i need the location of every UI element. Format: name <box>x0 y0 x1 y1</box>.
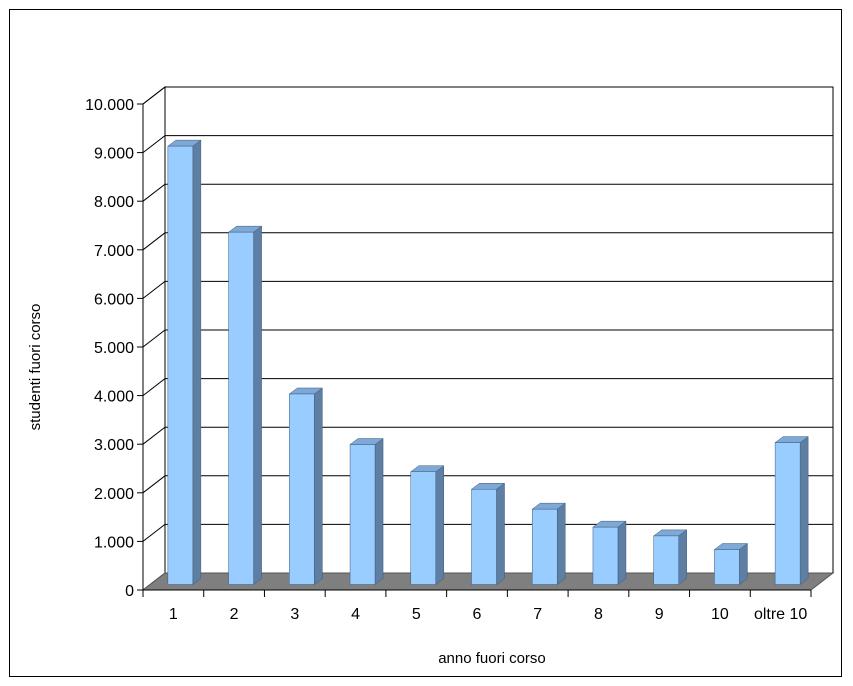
bar-side <box>739 543 748 585</box>
bar <box>531 502 566 585</box>
bar-front <box>349 444 376 585</box>
bar-front <box>228 231 254 585</box>
bar-side <box>435 465 445 585</box>
bar <box>410 465 445 585</box>
x-tick-label: 7 <box>533 606 542 623</box>
bar-front <box>410 471 437 585</box>
gridline <box>142 183 833 202</box>
bar-side <box>678 529 687 585</box>
bar-side <box>799 436 809 585</box>
x-tick-label: 9 <box>655 606 664 623</box>
y-tick-label: 3.000 <box>94 437 134 454</box>
bar <box>713 543 749 585</box>
gridline <box>142 378 833 396</box>
bar-side <box>374 438 384 585</box>
gridline <box>142 280 833 299</box>
bar <box>470 482 506 585</box>
gridline <box>142 475 833 494</box>
x-tick-label: 8 <box>594 606 603 623</box>
y-tick-label: 10.000 <box>85 97 134 114</box>
y-axis: 0 1.000 2.000 3.000 4.000 5.000 6.000 7.000 8.00… <box>85 97 144 600</box>
bar <box>652 529 688 585</box>
bar <box>592 520 627 585</box>
x-tick-label: 4 <box>351 606 360 623</box>
bar-side <box>556 502 566 585</box>
x-axis: 1 2 3 4 5 6 7 8 9 10 oltre 10 <box>142 589 812 623</box>
y-tick-label: 7.000 <box>94 243 134 260</box>
y-tick-label: 1.000 <box>94 534 134 551</box>
y-tick-label: 2.000 <box>94 486 134 503</box>
y-tick-label: 5.000 <box>94 340 134 357</box>
bar-front <box>167 145 194 585</box>
x-tick-label: 6 <box>473 606 482 623</box>
gridline <box>142 135 833 153</box>
x-tick-label: oltre 10 <box>754 606 807 623</box>
bar-side <box>617 520 627 585</box>
gridline <box>142 232 833 251</box>
bar-front <box>471 488 497 585</box>
bar-front <box>592 526 619 585</box>
y-axis-label: studenti fuori corso <box>27 304 44 431</box>
x-axis-label: anno fuori corso <box>438 650 546 667</box>
bar-chart: 0 1.000 2.000 3.000 4.000 5.000 6.000 7.000 8.00… <box>27 85 835 667</box>
bar-side <box>314 387 323 585</box>
chart-frame: 0 1.000 2.000 3.000 4.000 5.000 6.000 7.000 8.00… <box>9 9 842 677</box>
y-tick-label: 4.000 <box>94 389 134 406</box>
bar <box>227 225 263 585</box>
bar-side <box>496 482 505 585</box>
gridline <box>142 86 833 105</box>
bar-front <box>289 393 315 585</box>
y-tick-label: 8.000 <box>94 194 134 211</box>
bar-front <box>714 549 740 585</box>
x-tick-label: 3 <box>290 606 299 623</box>
y-tick-label: 6.000 <box>94 291 134 308</box>
gridline <box>142 426 833 445</box>
y-tick-label: 0 <box>125 583 134 600</box>
x-tick-label: 2 <box>230 606 239 623</box>
bar-side <box>253 225 262 585</box>
x-tick-label: 10 <box>711 606 729 623</box>
bar-front <box>774 442 801 585</box>
bar <box>349 438 384 585</box>
y-tick-label: 9.000 <box>94 146 134 163</box>
x-tick-label: 1 <box>169 606 178 623</box>
bar-front <box>531 508 558 585</box>
x-tick-label: 5 <box>412 606 421 623</box>
bars <box>167 139 809 585</box>
gridline <box>142 329 833 348</box>
bar <box>167 139 202 585</box>
bar <box>288 387 324 585</box>
bar-side <box>192 139 202 585</box>
bar-front <box>653 535 679 585</box>
bar <box>774 436 809 585</box>
